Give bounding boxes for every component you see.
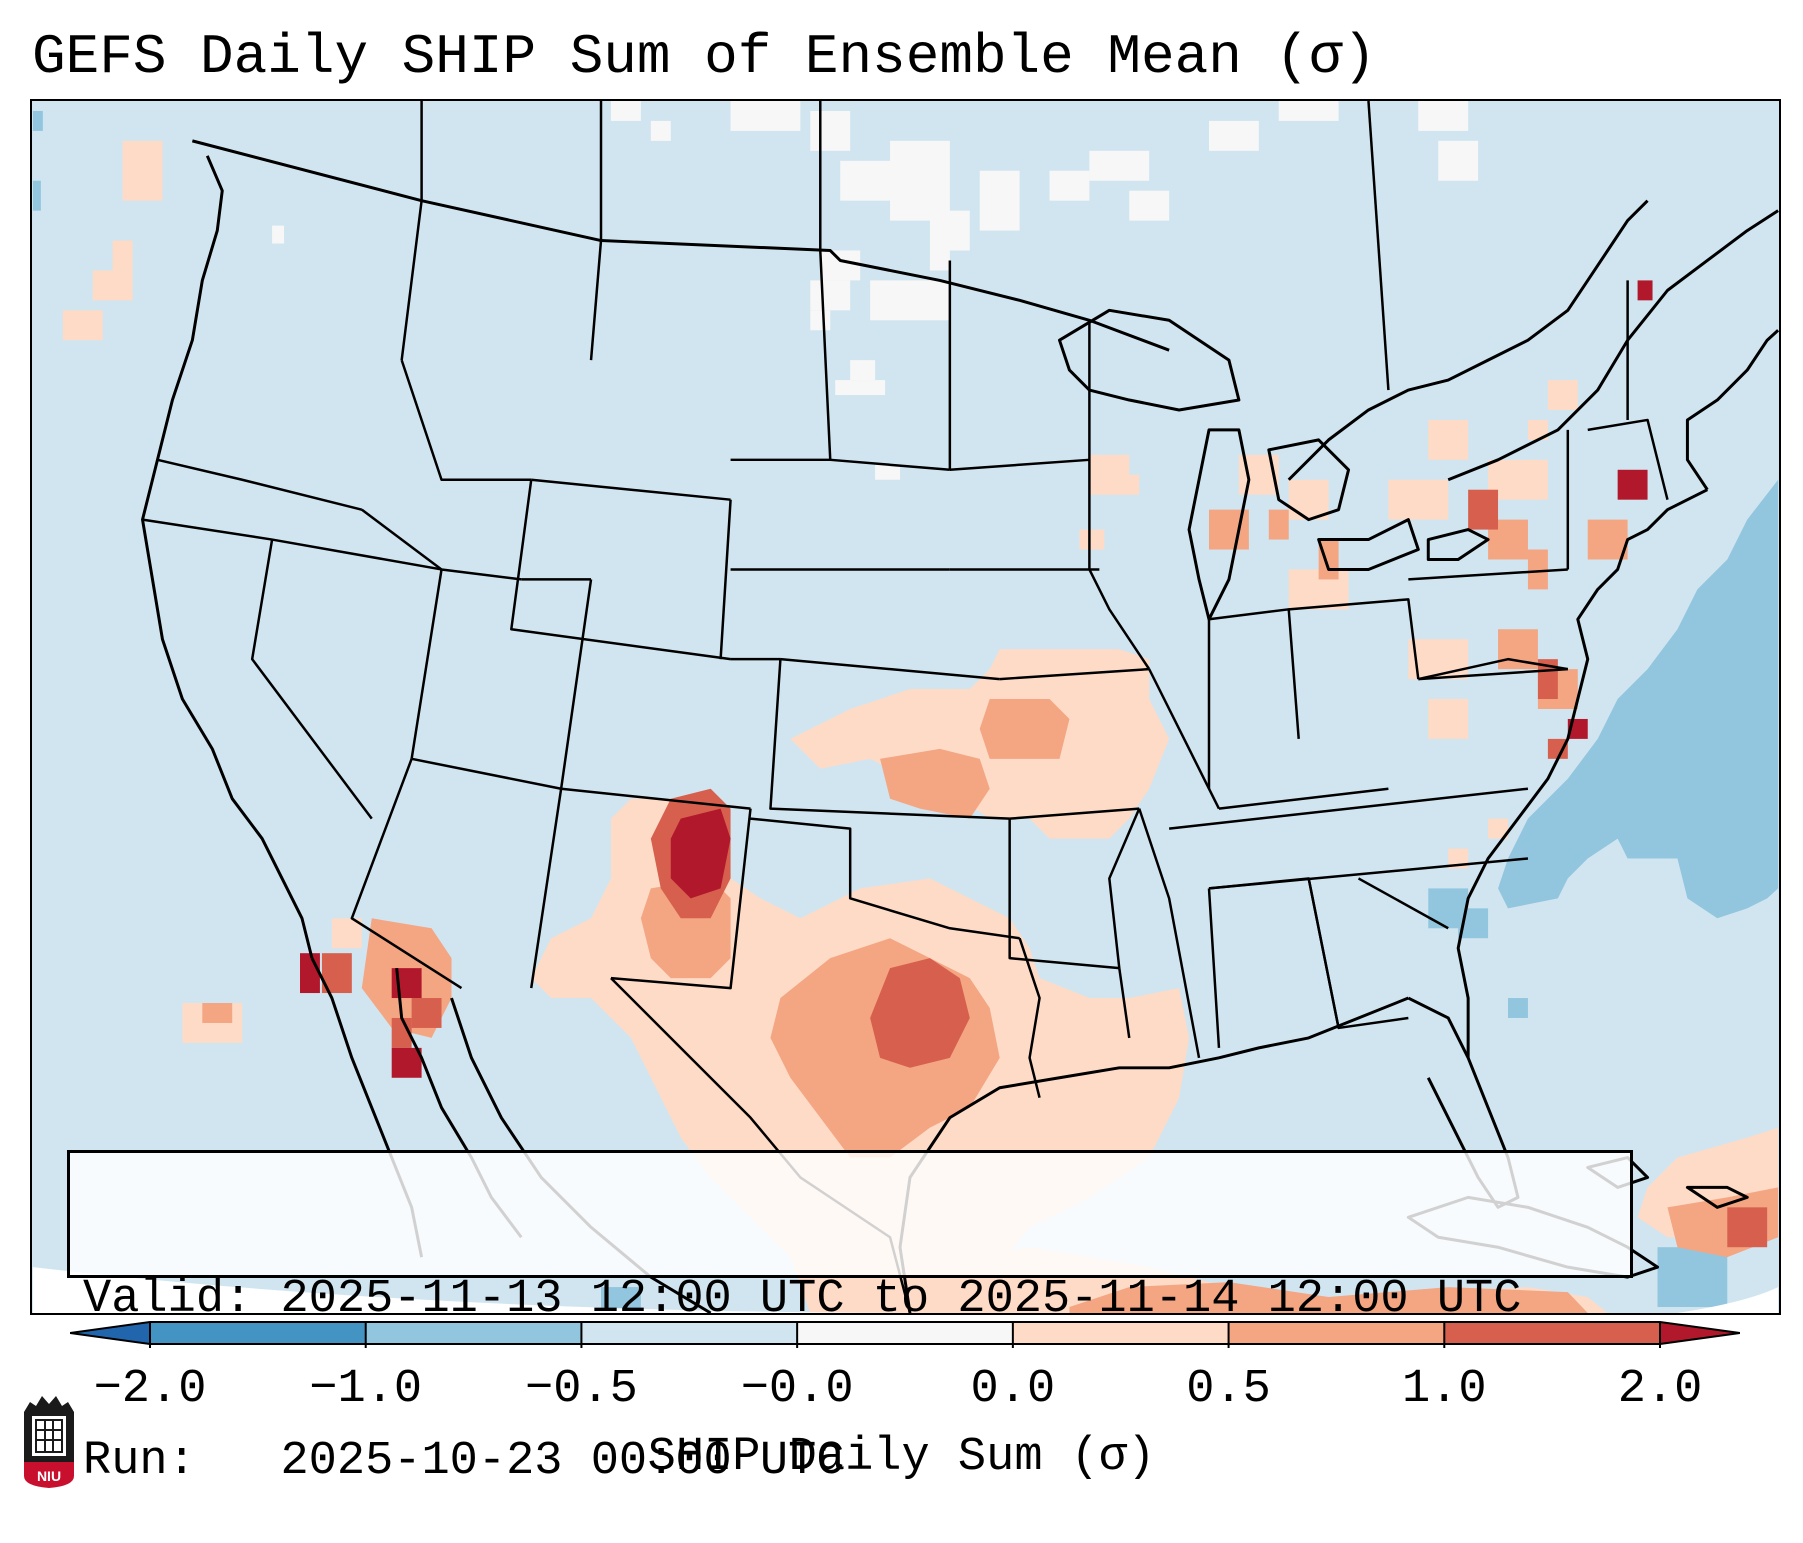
projection-edge-right bbox=[1677, 1287, 1779, 1313]
ship-anomaly-map bbox=[32, 101, 1779, 1313]
colorbar-tick-labels: −2.0 −1.0 −0.5 −0.0 0.0 0.5 1.0 2.0 bbox=[0, 1362, 1803, 1422]
colorbar-tick-label: 1.0 bbox=[1401, 1363, 1487, 1416]
colorbar-tick-label: 0.0 bbox=[970, 1363, 1056, 1416]
colorbar bbox=[70, 1321, 1740, 1348]
colorbar-bin bbox=[365, 1322, 582, 1344]
colorbar-bins bbox=[150, 1322, 1661, 1344]
validity-info-box: Valid: 2025-11-13 12:00 UTC to 2025-11-1… bbox=[67, 1150, 1633, 1488]
colorbar-bin bbox=[581, 1322, 798, 1344]
colorbar-over-triangle bbox=[1660, 1322, 1740, 1344]
projection-edge bbox=[32, 1267, 930, 1313]
colorbar-tick-label: −1.0 bbox=[309, 1363, 423, 1416]
colorbar-tick-label: −0.0 bbox=[740, 1363, 854, 1416]
colorbar-bin bbox=[1228, 1322, 1445, 1344]
colorbar-tick-label: 2.0 bbox=[1617, 1363, 1703, 1416]
near-zero-cells bbox=[272, 101, 1479, 994]
coastlines-borders bbox=[141, 139, 1779, 1313]
colorbar-bin bbox=[150, 1322, 367, 1344]
map-panel bbox=[30, 99, 1781, 1315]
colorbar-bin bbox=[1444, 1322, 1661, 1344]
colorbar-bin bbox=[797, 1322, 1014, 1344]
colorbar-tick-label: −2.0 bbox=[93, 1363, 207, 1416]
valid-value: 2025-11-13 12:00 UTC to 2025-11-14 12:00… bbox=[280, 1273, 1522, 1326]
colorbar-outline bbox=[70, 1321, 1740, 1345]
negative-anomaly-atlantic bbox=[32, 110, 1779, 1313]
colorbar-under-triangle bbox=[70, 1322, 150, 1344]
page-title: GEFS Daily SHIP Sum of Ensemble Mean (σ) bbox=[32, 25, 1377, 89]
colorbar-label: SHIP Daily Sum (σ) bbox=[647, 1431, 1156, 1484]
niu-logo-icon bbox=[24, 1396, 74, 1488]
colorbar-tick-label: 0.5 bbox=[1186, 1363, 1271, 1416]
colorbar-tick-label: −0.5 bbox=[525, 1363, 638, 1416]
run-row: Run: 2025-10-23 00:00 UTC bbox=[83, 1435, 1630, 1489]
run-label: Run: bbox=[83, 1435, 253, 1488]
niu-logo-text: NIU bbox=[37, 1468, 61, 1484]
state-borders bbox=[142, 101, 1669, 1313]
colorbar-bin bbox=[1012, 1322, 1230, 1344]
valid-row: Valid: 2025-11-13 12:00 UTC to 2025-11-1… bbox=[83, 1273, 1630, 1327]
valid-label: Valid: bbox=[83, 1273, 253, 1326]
run-value: 2025-10-23 00:00 UTC bbox=[280, 1435, 845, 1488]
niu-logo: NIU bbox=[24, 1396, 74, 1488]
